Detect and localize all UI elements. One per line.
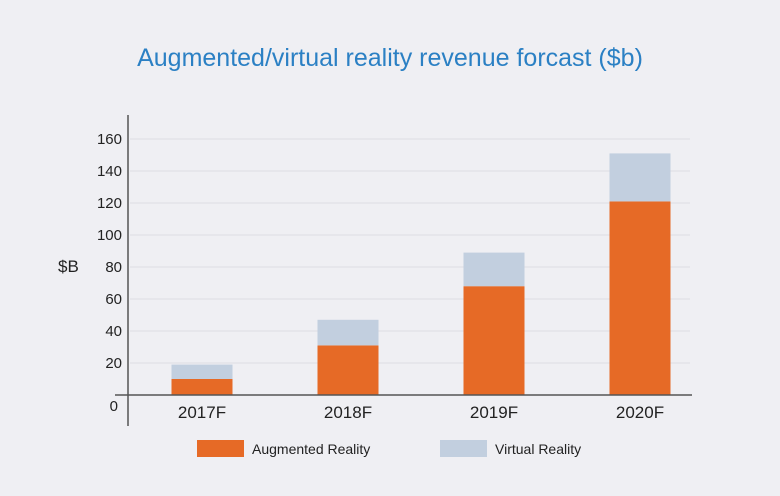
legend-label: Augmented Reality — [252, 441, 370, 457]
bar-virtual-reality-2020F — [609, 153, 671, 202]
y-tick-label: 0 — [110, 398, 118, 415]
bar-virtual-reality-2017F — [171, 364, 233, 379]
y-tick-label: 40 — [105, 323, 122, 340]
legend-label: Virtual Reality — [495, 441, 581, 457]
x-tick-label: 2020F — [616, 403, 664, 422]
bar-augmented-reality-2018F — [317, 345, 379, 395]
chart-title: Augmented/virtual reality revenue forcas… — [137, 44, 643, 72]
y-tick-label: 20 — [105, 355, 122, 372]
y-tick-label: 60 — [105, 291, 122, 308]
bar-virtual-reality-2018F — [317, 319, 379, 346]
x-tick-label: 2018F — [324, 403, 372, 422]
y-tick-label: 100 — [97, 227, 122, 244]
bar-augmented-reality-2020F — [609, 201, 671, 395]
y-tick-label: 120 — [97, 195, 122, 212]
bar-augmented-reality-2017F — [171, 379, 233, 395]
y-tick-label: 140 — [97, 163, 122, 180]
bar-virtual-reality-2019F — [463, 252, 525, 287]
y-axis-label: $B — [58, 257, 79, 276]
y-tick-label: 80 — [105, 259, 122, 276]
x-tick-label: 2019F — [470, 403, 518, 422]
bar-augmented-reality-2019F — [463, 286, 525, 395]
legend-swatch — [440, 440, 487, 457]
x-tick-label: 2017F — [178, 403, 226, 422]
y-tick-label: 160 — [97, 131, 122, 148]
legend-swatch — [197, 440, 244, 457]
